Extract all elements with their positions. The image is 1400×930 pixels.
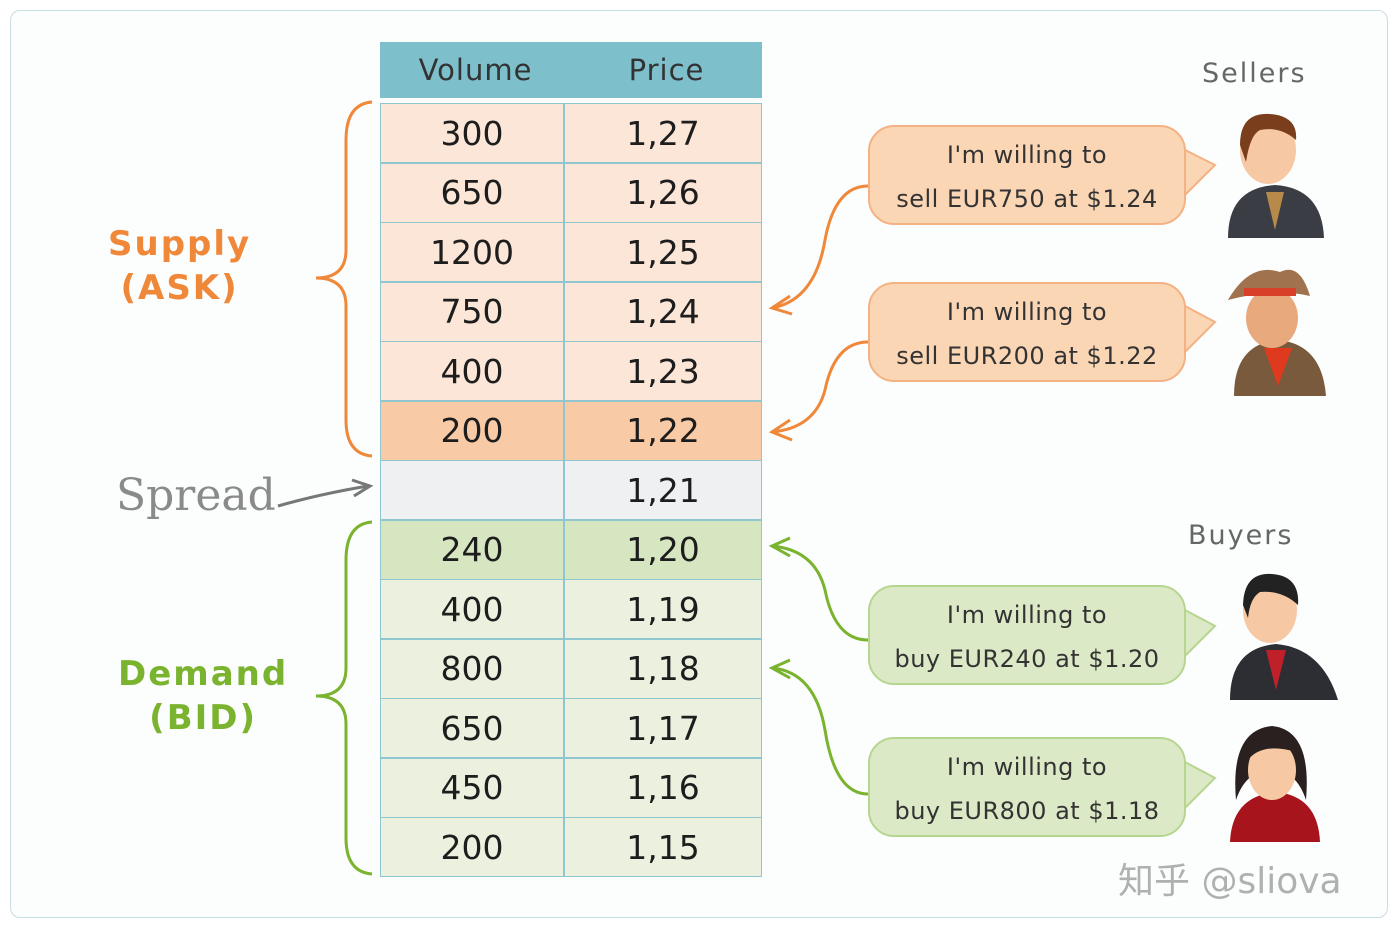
seller-bubble-2: I'm willing to sell EUR200 at $1.22 [868,282,1186,382]
table-header: Volume Price [380,42,762,98]
volume-cell: 450 [381,758,565,817]
table-row-bid: 650 1,17 [380,698,762,758]
price-cell: 1,27 [626,113,700,153]
price-header: Price [628,53,705,87]
volume-header: Volume [418,53,533,87]
buyers-label: Buyers [1188,520,1294,551]
volume-cell: 650 [381,163,565,222]
seller-cowboy-icon [1228,269,1326,396]
volume-cell: 650 [381,699,565,757]
table-row-ask: 750 1,24 [380,281,762,342]
volume-cell: 400 [381,580,565,638]
volume-cell: 400 [381,342,565,400]
demand-brace [315,520,373,876]
bubble-tails [1184,148,1217,811]
volume-cell: 200 [381,401,565,460]
seller-bubble-1: I'm willing to sell EUR750 at $1.24 [868,125,1186,225]
table-row-ask-best: 200 1,22 [380,400,762,461]
price-cell: 1,17 [626,708,700,748]
price-cell: 1,22 [626,411,700,450]
spread-arrow [277,478,374,508]
table-row-bid: 200 1,15 [380,817,762,877]
buyer-woman-icon [1230,726,1320,842]
buyer-bubble-1: I'm willing to buy EUR240 at $1.20 [868,585,1186,685]
buyer-bubble-2: I'm willing to buy EUR800 at $1.18 [868,737,1186,837]
table-row-ask: 400 1,23 [380,341,762,401]
volume-cell: 240 [381,520,565,579]
price-cell: 1,16 [626,768,700,807]
spread-label: Spread [116,470,276,521]
price-cell: 1,23 [626,351,700,391]
supply-label: Supply (ASK) [108,224,252,308]
price-cell: 1,26 [626,173,700,212]
price-cell: 1,25 [626,232,700,272]
volume-cell [381,461,565,519]
watermark: 知乎 @sliova [1118,861,1342,902]
bid-arrow-2 [768,658,869,796]
volume-cell: 800 [381,639,565,698]
price-cell: 1,18 [626,649,700,688]
volume-cell: 750 [381,282,565,341]
seller-businessman-icon [1228,113,1324,238]
price-cell: 1,19 [626,589,700,629]
table-row-spread: 1,21 [380,460,762,520]
table-row-ask: 300 1,27 [380,103,762,163]
price-cell: 1,24 [626,292,700,331]
price-cell: 1,15 [626,827,700,867]
table-row-bid: 800 1,18 [380,638,762,699]
volume-cell: 300 [381,104,565,162]
table-row-bid: 400 1,19 [380,579,762,639]
demand-label: Demand (BID) [118,654,289,738]
ask-arrow-1 [768,184,869,316]
ask-arrow-2 [768,340,869,442]
volume-cell: 200 [381,818,565,876]
bid-arrow-1 [768,536,869,642]
price-cell: 1,20 [626,530,700,569]
price-cell: 1,21 [626,470,700,510]
volume-cell: 1200 [381,223,565,281]
supply-brace [315,100,373,458]
table-row-ask: 1200 1,25 [380,222,762,282]
sellers-label: Sellers [1202,58,1307,89]
buyer-businessman-icon [1230,573,1338,700]
table-row-ask: 650 1,26 [380,162,762,223]
